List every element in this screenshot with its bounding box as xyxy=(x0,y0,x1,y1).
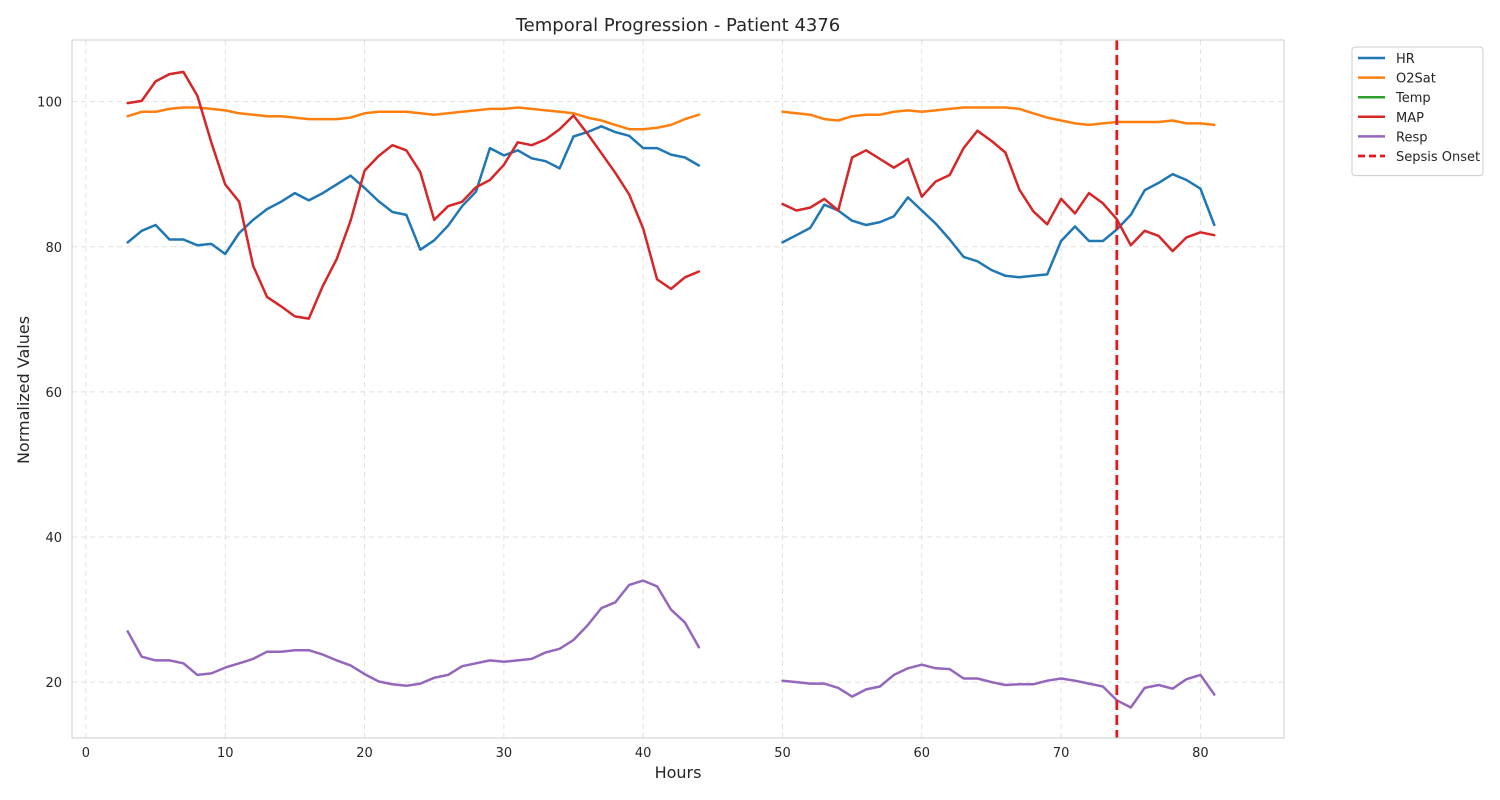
x-tick-label: 30 xyxy=(496,746,513,761)
x-tick-label: 10 xyxy=(217,746,234,761)
series-line-o2sat xyxy=(781,106,1216,127)
y-tick-label: 40 xyxy=(45,531,62,546)
legend-label-sepsis-onset: Sepsis Onset xyxy=(1396,150,1480,165)
x-axis-title: Hours xyxy=(655,763,702,782)
legend-label-o2sat: O2Sat xyxy=(1396,72,1436,87)
series-line-hr xyxy=(781,172,1216,279)
series-lines xyxy=(126,70,1216,709)
legend: HR O2Sat Temp MAP Resp Sepsis Onset xyxy=(1351,46,1484,177)
series-line-map xyxy=(126,70,701,320)
y-axis-ticks: 20 40 60 80 100 xyxy=(37,96,62,691)
y-tick-label: 80 xyxy=(45,241,62,256)
x-axis-ticks: 0 10 20 30 40 50 60 70 80 xyxy=(82,746,1209,761)
series-line-hr xyxy=(126,125,701,256)
x-tick-label: 40 xyxy=(635,746,652,761)
series-line-map xyxy=(781,129,1216,253)
series-line-resp xyxy=(781,663,1216,709)
legend-label-hr: HR xyxy=(1396,52,1415,67)
chart-title: Temporal Progression - Patient 4376 xyxy=(515,15,841,36)
x-tick-label: 70 xyxy=(1053,746,1070,761)
y-axis-title: Normalized Values xyxy=(14,316,33,464)
x-tick-label: 0 xyxy=(82,746,90,761)
legend-label-resp: Resp xyxy=(1396,130,1427,145)
x-tick-label: 60 xyxy=(914,746,931,761)
legend-label-map: MAP xyxy=(1396,111,1424,126)
x-tick-label: 80 xyxy=(1192,746,1209,761)
grid-lines xyxy=(72,40,1284,738)
series-line-o2sat xyxy=(126,106,701,131)
x-tick-label: 20 xyxy=(356,746,373,761)
legend-box xyxy=(1351,46,1484,177)
y-tick-label: 20 xyxy=(45,676,62,691)
y-tick-label: 100 xyxy=(37,96,62,111)
legend-label-temp: Temp xyxy=(1395,91,1431,106)
x-tick-label: 50 xyxy=(774,746,791,761)
plot-frame xyxy=(71,39,1285,739)
series-line-resp xyxy=(126,579,701,688)
y-tick-label: 60 xyxy=(45,386,62,401)
